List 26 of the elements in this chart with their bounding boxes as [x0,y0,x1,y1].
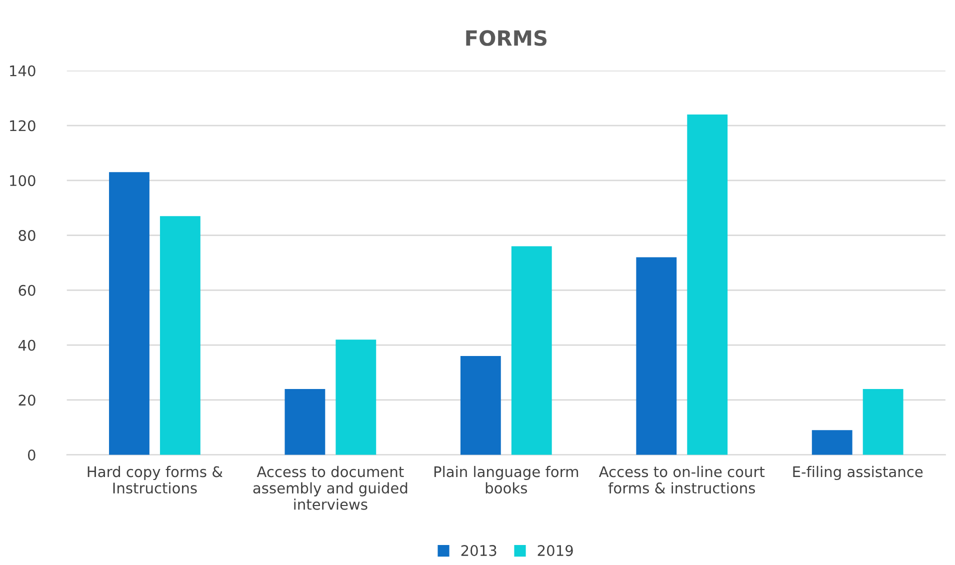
bar [336,340,376,455]
bar [460,356,501,455]
x-tick-label: Hard copy forms & Instructions [88,466,223,494]
x-tick-label: E-filing assistance [793,466,923,480]
x-tick-label: Access to document assembly and guided interviews [253,466,408,510]
bar [109,172,150,455]
y-tick-label: 140 [10,65,36,76]
bar [511,246,552,455]
bar [284,388,326,455]
bar [862,388,904,455]
bar [160,216,200,455]
y-tick-label: 60 [18,284,36,296]
bar [812,430,852,455]
y-tick-label: 0 [28,450,36,461]
y-tick-label: 100 [10,175,36,186]
bar [636,257,677,455]
x-tick-label: Access to on-line court forms & instructions [598,466,765,494]
y-tick-label: 40 [18,340,36,351]
legend-label: 2013 [461,545,496,556]
x-tick-label: Plain language form books [434,466,578,494]
y-tick-label: 80 [18,230,36,242]
bar [687,114,728,455]
y-tick-label: 20 [18,394,36,406]
y-tick-label: 120 [10,120,36,132]
chart-title: FORMS [466,30,546,46]
legend-label: 2019 [538,545,573,556]
